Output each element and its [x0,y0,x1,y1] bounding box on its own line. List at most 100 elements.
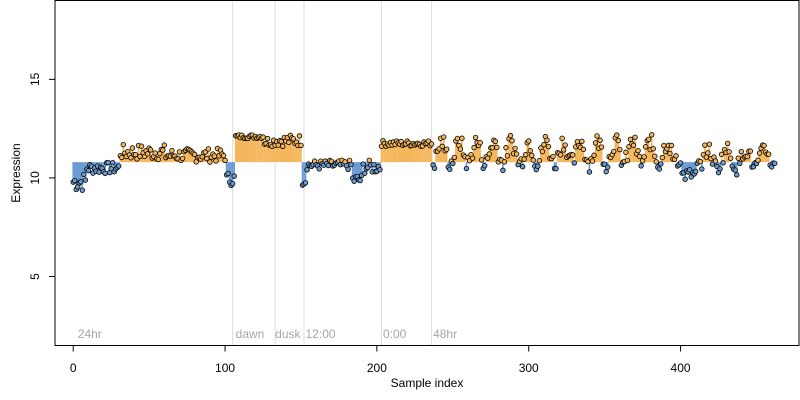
x-tick-label: 100 [215,361,235,375]
data-point [772,160,778,167]
data-point [579,138,585,145]
data-point [160,147,166,153]
section-label-4: 0:00 [383,327,407,341]
data-point [451,154,458,161]
data-point [636,153,643,160]
data-point [732,167,738,173]
data-point [222,157,228,164]
data-point [231,173,237,179]
data-point [597,137,603,143]
data-point [102,170,108,177]
y-axis-title: Expression [9,143,23,202]
data-point [116,163,122,169]
data-point [357,177,363,184]
data-point [641,154,647,160]
data-point [316,166,322,172]
data-point [345,166,351,172]
data-point [735,155,741,161]
data-point [478,157,485,163]
data-point [541,142,547,148]
data-point [371,161,377,168]
data-point [82,177,89,183]
data-point [229,180,236,187]
data-point [580,146,587,153]
data-point [439,143,445,150]
data-point [738,148,745,155]
data-point [761,142,767,149]
data-point [469,155,476,161]
data-point [500,167,506,174]
data-point [539,148,546,155]
data-point [614,132,620,138]
section-dividers [232,0,433,346]
data-point [712,158,719,164]
data-point [144,151,151,157]
y-tick-label: 5 [28,273,42,280]
data-point [744,153,751,160]
data-point [278,138,284,145]
data-point [472,134,479,141]
data-point [526,138,532,144]
data-point [727,155,734,161]
data-point [85,167,92,174]
data-point [589,158,596,164]
x-axis: 0 100 200 300 400 [70,345,691,375]
data-point [450,160,456,167]
data-point [627,136,634,143]
data-point [544,137,550,143]
data-point [693,168,699,175]
data-point [161,142,168,148]
data-point [642,144,649,150]
data-point [756,150,763,156]
data-point [513,151,520,157]
data-point [79,187,86,193]
data-point [457,146,464,152]
x-tick-label: 400 [671,361,691,375]
data-point [72,177,78,184]
data-point [179,155,186,162]
data-point [138,143,145,149]
data-point [586,169,593,175]
data-point [366,157,373,164]
data-point [598,144,605,150]
y-tick-label: 10 [28,171,42,185]
section-label-5: 48hr [433,327,457,341]
data-point [726,149,732,155]
data-point [659,154,666,161]
data-point [559,135,565,142]
data-point [377,166,383,173]
data-points [70,132,778,193]
data-point [545,143,552,150]
data-point [717,166,723,172]
data-point [486,151,492,157]
data-point [562,142,568,148]
data-point [615,137,622,144]
data-point [594,133,600,139]
section-label-2: dusk [275,327,301,341]
data-point [260,134,266,140]
data-point [501,159,508,165]
data-point [296,133,303,139]
data-point [128,155,134,161]
data-point [652,153,658,159]
data-point [463,165,470,172]
data-point [120,141,127,148]
section-labels: 24hr dawn dusk 12:00 0:00 48hr [78,327,457,341]
data-point [724,140,731,147]
data-point [536,158,543,164]
data-point [211,153,218,159]
y-tick-label: 15 [28,72,42,86]
data-point [481,162,488,169]
data-point [207,159,213,165]
data-point [656,166,663,172]
data-point [205,146,212,152]
data-point [702,142,708,148]
data-point [653,159,659,165]
data-point [220,152,227,159]
section-label-3: 12:00 [306,327,336,341]
data-point [604,164,611,170]
data-point [571,160,577,166]
data-point [225,170,231,177]
data-point [155,156,161,163]
